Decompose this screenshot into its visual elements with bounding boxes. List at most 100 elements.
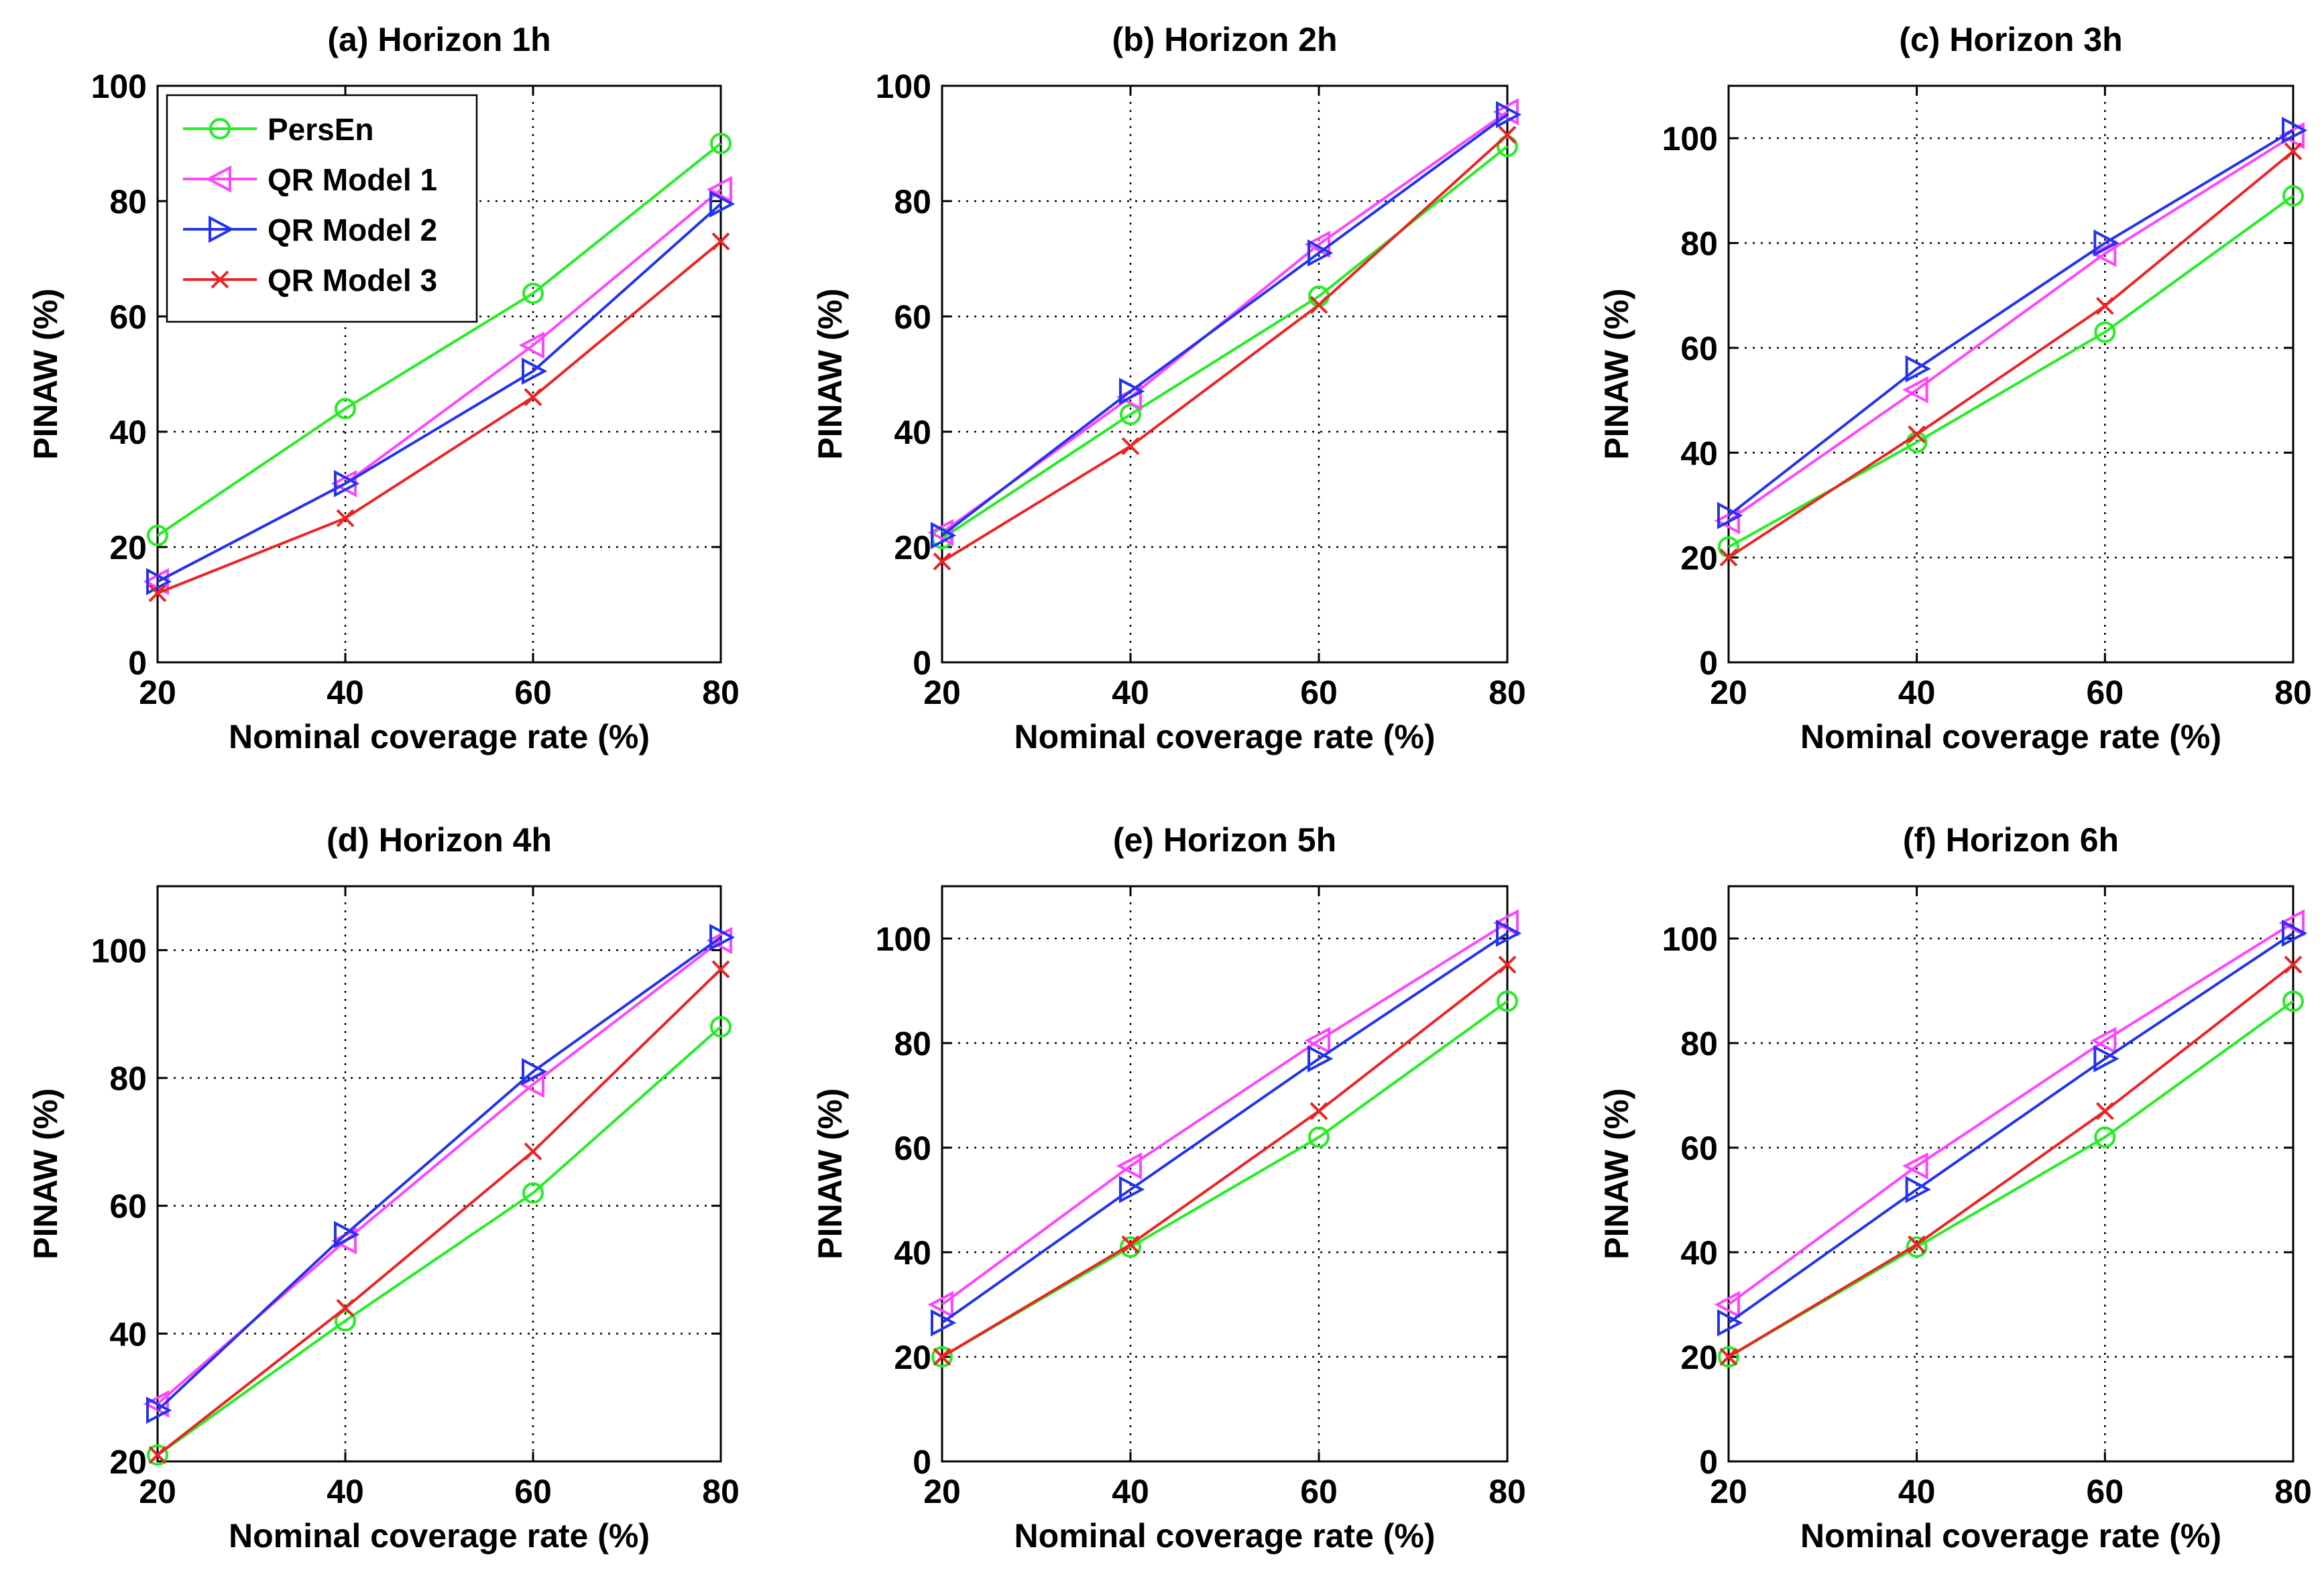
data-point <box>709 190 736 218</box>
data-point <box>2095 1101 2114 1120</box>
series-line-qr-model-2 <box>157 202 722 583</box>
series-line-qr-model-3 <box>157 240 722 595</box>
series-line-qr-model-1 <box>1727 134 2294 522</box>
chart-panel-4: 20 40 60 80 20 40 60 80 100 (d) Horizon 4h Nominal… <box>27 821 740 1555</box>
data-point <box>1908 1235 1926 1254</box>
legend-box <box>166 94 478 323</box>
x-axis-label: Nominal coverage rate (%) <box>1014 1517 1436 1555</box>
data-point <box>1714 1290 1740 1319</box>
data-point <box>2278 909 2305 937</box>
y-axis-label: PINAW (%) <box>27 1088 64 1260</box>
chart-title: (f) Horizon 6h <box>1903 821 2119 859</box>
x-axis-label: Nominal coverage rate (%) <box>1800 718 2221 756</box>
legend-label: PersEn <box>268 112 374 147</box>
y-tick-label: 20 <box>109 1443 147 1481</box>
data-point <box>1719 1347 1738 1366</box>
x-tick-label: 40 <box>1112 1473 1149 1510</box>
y-tick-label: 40 <box>894 1234 931 1272</box>
data-point <box>2093 1045 2119 1073</box>
y-tick-label: 20 <box>894 1339 931 1376</box>
data-point <box>1902 376 1928 404</box>
x-axis-label: Nominal coverage rate (%) <box>1800 1517 2221 1555</box>
data-point <box>336 509 355 528</box>
data-point <box>2094 321 2116 343</box>
data-point <box>334 1221 360 1248</box>
y-tick-label: 40 <box>109 414 147 451</box>
y-axis-label: PINAW (%) <box>27 288 64 460</box>
legend-label: QR Model 3 <box>268 263 437 298</box>
y-tick-label: 60 <box>894 1130 931 1167</box>
data-point <box>1120 404 1141 426</box>
data-point <box>1116 1152 1142 1180</box>
x-tick-label: 40 <box>1898 1473 1936 1510</box>
y-tick-label: 80 <box>1680 1025 1718 1063</box>
data-point <box>1120 1236 1141 1258</box>
x-tick-label: 60 <box>514 674 552 711</box>
plot-frame <box>941 84 1509 664</box>
data-point <box>2282 919 2308 947</box>
y-axis-label: PINAW (%) <box>811 1088 849 1260</box>
y-tick-label: 80 <box>109 1060 147 1097</box>
series-line-qr-model-2 <box>156 936 722 1412</box>
x-tick-label: 40 <box>327 1473 364 1510</box>
x-tick-label: 60 <box>514 1473 552 1510</box>
x-tick-label: 60 <box>2087 1473 2124 1510</box>
data-point <box>1905 355 1931 383</box>
chart-title: (d) Horizon 4h <box>327 821 552 859</box>
x-tick-label: 60 <box>1300 1473 1338 1510</box>
data-point <box>334 470 360 497</box>
x-axis-label: Nominal coverage rate (%) <box>1014 718 1436 756</box>
x-tick-label: 20 <box>1710 674 1747 711</box>
data-point <box>933 1347 951 1366</box>
y-tick-label: 20 <box>109 529 147 566</box>
data-point <box>710 1016 732 1038</box>
legend-marker <box>209 118 231 139</box>
data-point <box>1718 1346 1739 1368</box>
data-point <box>931 522 957 550</box>
x-tick-label: 40 <box>1112 674 1149 711</box>
data-point <box>933 552 951 570</box>
data-point <box>1902 1152 1928 1180</box>
data-point <box>148 584 167 603</box>
chart-title: (b) Horizon 2h <box>1112 21 1337 58</box>
y-tick-label: 80 <box>894 1025 931 1063</box>
data-point <box>1906 1236 1928 1258</box>
data-point <box>710 133 732 154</box>
y-tick-label: 100 <box>1662 920 1718 958</box>
series-line-qr-model-2 <box>1727 932 2294 1324</box>
y-tick-label: 0 <box>913 1443 931 1481</box>
y-tick-label: 60 <box>109 1188 147 1225</box>
x-axis-label: Nominal coverage rate (%) <box>229 718 650 756</box>
data-point <box>522 1182 544 1204</box>
y-tick-label: 60 <box>1680 330 1718 367</box>
data-point <box>1496 101 1522 129</box>
chart-title: (e) Horizon 5h <box>1113 821 1336 859</box>
x-tick-label: 80 <box>1489 674 1526 711</box>
data-point <box>522 1058 548 1085</box>
data-point <box>522 282 544 304</box>
y-tick-label: 40 <box>1680 434 1718 472</box>
y-tick-label: 60 <box>1680 1130 1718 1167</box>
series-line-qr-model-2 <box>1727 129 2294 517</box>
data-point <box>2282 990 2304 1012</box>
series-line-persen <box>156 142 722 537</box>
plot-frame <box>156 885 722 1463</box>
legend-marker <box>211 270 229 289</box>
series-line-qr-model-2 <box>941 113 1509 537</box>
data-point <box>1310 1101 1328 1120</box>
data-point <box>2284 142 2303 161</box>
series-line-qr-model-3 <box>1727 150 2294 559</box>
data-point <box>706 176 732 204</box>
x-tick-label: 60 <box>1300 674 1338 711</box>
data-point <box>1498 125 1517 144</box>
data-point <box>706 926 732 955</box>
legend-label: QR Model 1 <box>268 162 437 197</box>
x-tick-label: 60 <box>2087 674 2124 711</box>
plot-frame <box>1727 84 2294 664</box>
series-line-qr-model-3 <box>156 968 722 1457</box>
x-tick-label: 40 <box>1898 674 1936 711</box>
data-point <box>2284 955 2303 974</box>
x-tick-label: 80 <box>702 1473 740 1510</box>
